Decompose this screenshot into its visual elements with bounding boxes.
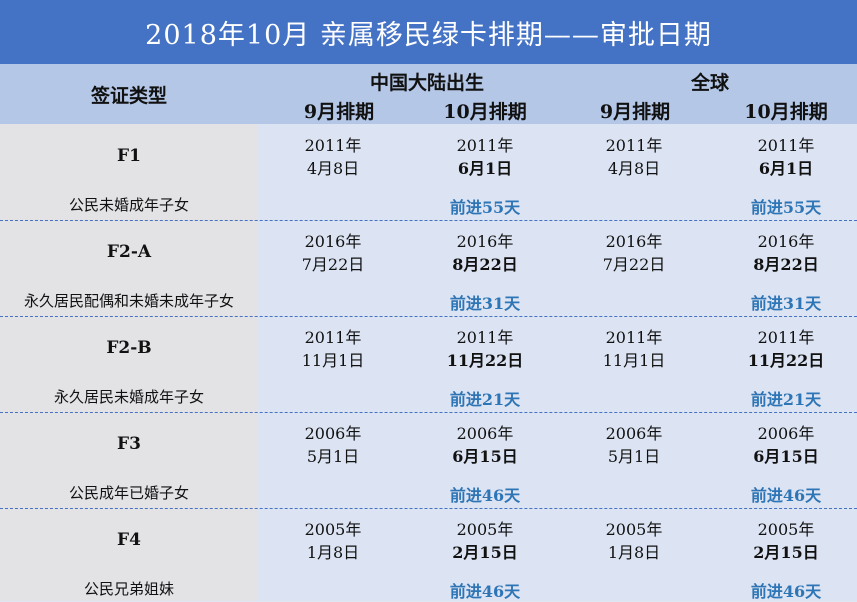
table-row: F1 公民未婚成年子女 2011年 4月8日 2011年 6月1日 2011年 4月8… [0, 124, 857, 220]
visa-description: 永久居民未婚成年子女 [53, 388, 204, 406]
table-row: F2-B 永久居民未婚成年子女 2011年 11月1日 2011年 11月22日 2… [0, 316, 857, 412]
global-sep-date: 2006年 5月1日 [605, 424, 663, 466]
global-sep-header: 9月排期 [599, 101, 671, 123]
visa-description: 永久居民配偶和未婚未成年子女 [23, 292, 234, 310]
table-header: 签证类型 中国大陆出生 全球 9月排期 10月排期 9月排期 10月排期 [0, 64, 857, 124]
table-row: F4 公民兄弟姐妹 2005年 1月8日 2005年 2月15日 2005年 1月8日… [0, 508, 857, 601]
visa-description: 公民兄弟姐妹 [83, 580, 174, 598]
dates-area [258, 124, 857, 601]
visa-type-column [0, 124, 258, 601]
global-sep-date: 2011年 4月8日 [605, 136, 663, 178]
china-advance: 前进46天 [449, 486, 521, 505]
china-advance: 前进31天 [449, 294, 521, 313]
china-advance: 前进55天 [449, 198, 521, 217]
china-group-header: 中国大陆出生 [369, 72, 484, 94]
china-sep-date: 2016年 7月22日 [301, 232, 365, 274]
visa-code: F2-A [106, 242, 152, 262]
china-sep-date: 2006年 5月1日 [304, 424, 362, 466]
row-divider [0, 316, 857, 317]
global-advance: 前进31天 [750, 294, 822, 313]
visa-description: 公民未婚成年子女 [68, 196, 189, 214]
page-title: 2018年10月 亲属移民绿卡排期——审批日期 [0, 0, 857, 64]
china-sep-header: 9月排期 [303, 101, 375, 123]
global-sep-date: 2016年 7月22日 [602, 232, 666, 274]
global-advance: 前进55天 [750, 198, 822, 217]
china-oct-date: 2016年 8月22日 [452, 232, 518, 274]
china-oct-date: 2005年 2月15日 [452, 520, 518, 562]
table-row: F3 公民成年已婚子女 2006年 5月1日 2006年 6月15日 2006年 5月… [0, 412, 857, 508]
row-divider [0, 412, 857, 413]
china-oct-date: 2011年 11月22日 [446, 328, 524, 370]
visa-type-header: 签证类型 [90, 84, 167, 107]
row-divider [0, 508, 857, 509]
row-divider [0, 220, 857, 221]
global-advance: 前进46天 [750, 486, 822, 505]
table-row: F2-A 永久居民配偶和未婚未成年子女 2016年 7月22日 2016年 8月22… [0, 220, 857, 316]
global-oct-date: 2011年 11月22日 [747, 328, 825, 370]
china-advance: 前进46天 [449, 582, 521, 601]
china-oct-date: 2006年 6月15日 [452, 424, 518, 466]
china-oct-date: 2011年 6月1日 [456, 136, 514, 178]
global-advance: 前进21天 [750, 390, 822, 409]
global-oct-header: 10月排期 [744, 101, 828, 123]
china-sep-date: 2011年 4月8日 [304, 136, 362, 178]
global-sep-date: 2011年 11月1日 [602, 328, 666, 370]
global-advance: 前进46天 [750, 582, 822, 601]
global-oct-date: 2006年 6月15日 [753, 424, 819, 466]
visa-code: F2-B [106, 338, 152, 358]
visa-description: 公民成年已婚子女 [68, 484, 189, 502]
china-oct-header: 10月排期 [443, 101, 527, 123]
visa-code: F4 [117, 530, 141, 550]
visa-code: F3 [117, 434, 141, 454]
global-sep-date: 2005年 1月8日 [605, 520, 663, 562]
global-oct-date: 2016年 8月22日 [753, 232, 819, 274]
visa-code: F1 [117, 146, 141, 166]
china-advance: 前进21天 [449, 390, 521, 409]
china-sep-date: 2005年 1月8日 [304, 520, 362, 562]
global-oct-date: 2011年 6月1日 [757, 136, 815, 178]
global-group-header: 全球 [690, 72, 729, 94]
china-sep-date: 2011年 11月1日 [301, 328, 365, 370]
global-oct-date: 2005年 2月15日 [753, 520, 819, 562]
